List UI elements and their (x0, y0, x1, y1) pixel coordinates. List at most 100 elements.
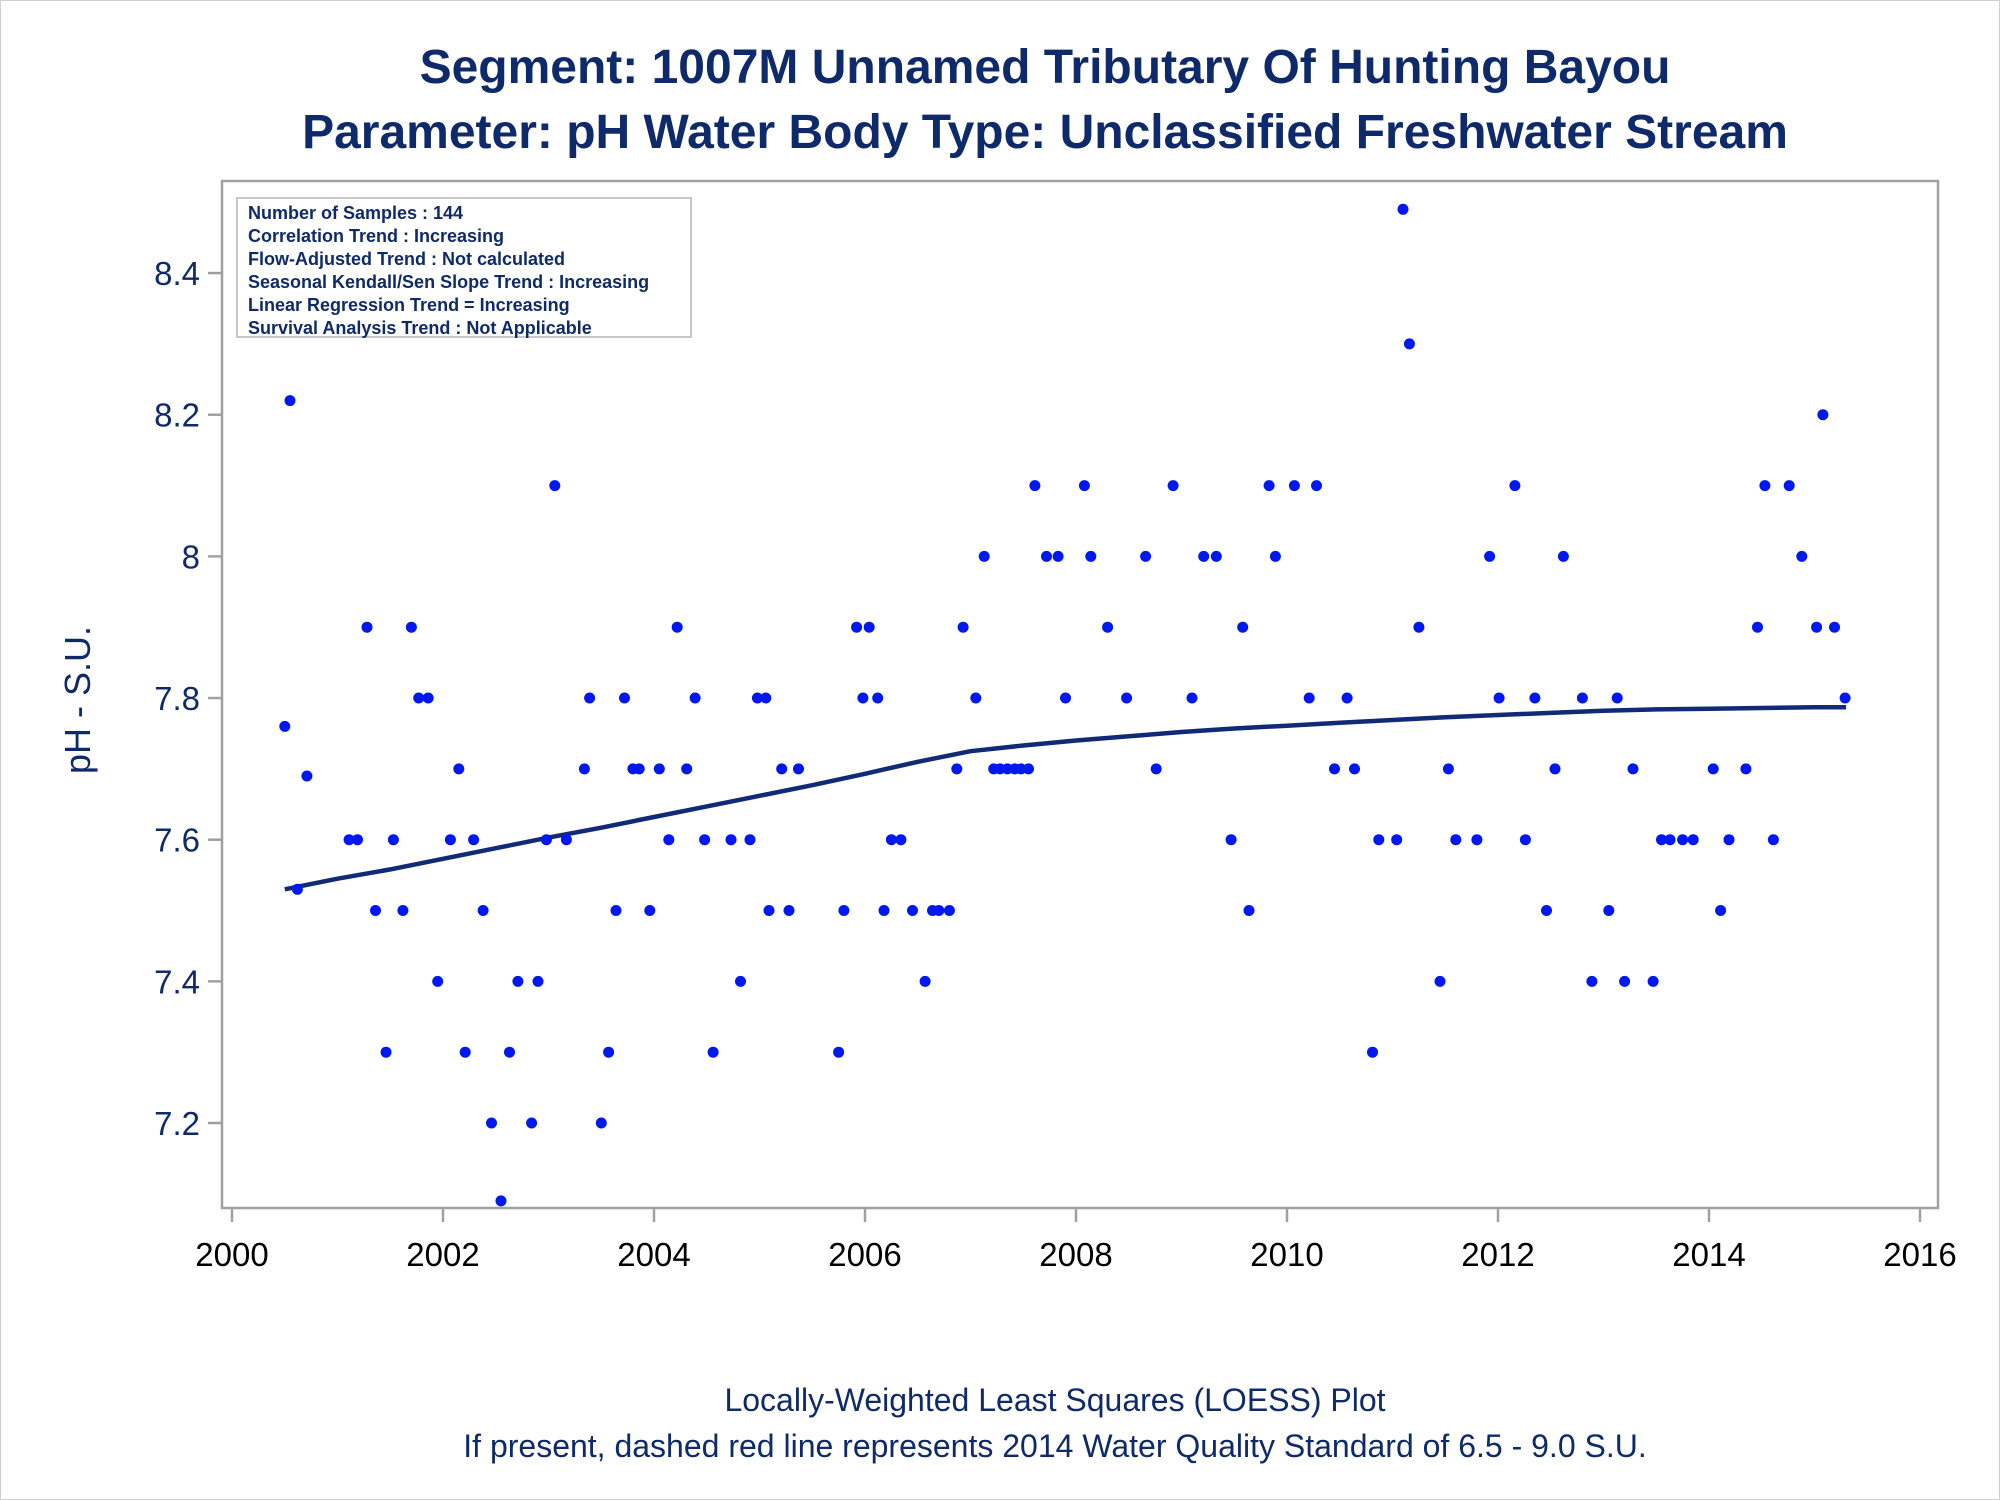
sample-point (725, 834, 737, 846)
sample-point (1752, 621, 1763, 633)
sample-point (1263, 480, 1275, 492)
sample-point (1664, 834, 1676, 846)
x-tick-label: 2014 (1672, 1236, 1745, 1273)
sample-point (1647, 975, 1659, 987)
sample-point (352, 834, 363, 846)
sample-point (919, 975, 931, 987)
stat-flow-adjusted-trend: Flow-Adjusted Trend : Not calculated (248, 249, 566, 269)
sample-point (1586, 975, 1598, 987)
sample-point (1576, 692, 1588, 704)
sample-point (1303, 692, 1315, 704)
x-tick-label: 2006 (828, 1236, 901, 1273)
sample-point (343, 834, 355, 846)
sample-point (1723, 834, 1735, 846)
sample-point (1023, 763, 1034, 775)
sample-point (744, 834, 756, 846)
sample-point (872, 692, 884, 704)
sample-point (495, 1195, 507, 1207)
chart-subtitle: Parameter: pH Water Body Type: Unclassif… (302, 106, 1788, 159)
stat-linear-regression-trend: Linear Regression Trend = Increasing (248, 295, 570, 315)
sample-point (1085, 550, 1097, 562)
y-axis-label: pH - S.U. (57, 625, 98, 775)
sample-point (1367, 1046, 1378, 1058)
y-tick-label: 8.2 (154, 397, 200, 434)
sample-point (405, 621, 417, 633)
sample-point (1450, 834, 1462, 846)
sample-point (610, 905, 622, 916)
sample-point (1167, 480, 1179, 492)
sample-point (1329, 763, 1340, 775)
sample-point (833, 1046, 845, 1058)
sample-point (1349, 763, 1360, 775)
sample-point (1052, 550, 1064, 562)
sample-point (763, 905, 775, 916)
sample-point (760, 692, 772, 704)
sample-point (1677, 834, 1689, 846)
sample-point (1627, 763, 1639, 775)
sample-point (477, 905, 489, 916)
sample-point (1243, 905, 1255, 916)
y-tick-label: 7.2 (154, 1105, 200, 1142)
x-tick-label: 2010 (1250, 1236, 1323, 1273)
sample-point (1413, 621, 1425, 633)
sample-point (1715, 905, 1727, 916)
sample-point (540, 834, 552, 846)
x-tick-label: 2004 (617, 1236, 690, 1273)
sample-point (1269, 550, 1281, 562)
sample-point (291, 883, 303, 895)
y-tick-label: 7.4 (154, 963, 200, 1000)
sample-point (751, 692, 763, 704)
sample-point (284, 395, 296, 407)
sample-point (532, 975, 544, 987)
sample-point (978, 550, 990, 562)
sample-point (1102, 621, 1114, 633)
sample-point (486, 1117, 497, 1129)
sample-point (793, 763, 804, 775)
sample-point (776, 763, 788, 775)
trend-statistics-box: Number of Samples : 144 Correlation Tren… (236, 197, 692, 338)
sample-point (1740, 763, 1752, 775)
sample-point (578, 763, 590, 775)
sample-point (653, 763, 665, 775)
sample-point (595, 1117, 607, 1129)
sample-point (943, 905, 955, 916)
sample-point (1434, 975, 1446, 987)
loess-trend-line (284, 704, 1847, 892)
sample-point (1829, 621, 1840, 633)
sample-point (838, 905, 850, 916)
stat-survival-analysis-trend: Survival Analysis Trend : Not Applicable (248, 318, 592, 338)
sample-point (1121, 692, 1133, 704)
sample-point (970, 692, 982, 704)
stat-sample-count: Number of Samples : 144 (248, 203, 464, 223)
sample-point (1397, 203, 1409, 215)
sample-point (1493, 692, 1505, 704)
sample-point (432, 975, 444, 987)
sample-point (1373, 834, 1385, 846)
sample-point (1603, 905, 1615, 916)
sample-point (1529, 692, 1541, 704)
sample-point (1519, 834, 1531, 846)
plot-area-border (220, 179, 1940, 1210)
stat-correlation-trend: Correlation Trend : Increasing (248, 226, 505, 246)
sample-point (1210, 550, 1222, 562)
sample-point (1442, 763, 1454, 775)
sample-point (619, 692, 630, 704)
sample-point (1839, 692, 1851, 704)
sample-point (851, 621, 863, 633)
sample-point (1811, 621, 1823, 633)
sample-point (1656, 834, 1667, 846)
sample-point (633, 763, 645, 775)
sample-point (1150, 763, 1162, 775)
sample-point (1341, 692, 1353, 704)
sample-point (907, 905, 918, 916)
sample-point (453, 763, 465, 775)
chart-title: Segment: 1007M Unnamed Tributary Of Hunt… (419, 41, 1671, 94)
sample-point (526, 1117, 538, 1129)
sample-point (1391, 834, 1403, 846)
sample-point (512, 975, 524, 987)
sample-point (1311, 480, 1322, 492)
sample-point (1611, 692, 1623, 704)
sample-point (1509, 480, 1521, 492)
sample-point (863, 621, 875, 633)
